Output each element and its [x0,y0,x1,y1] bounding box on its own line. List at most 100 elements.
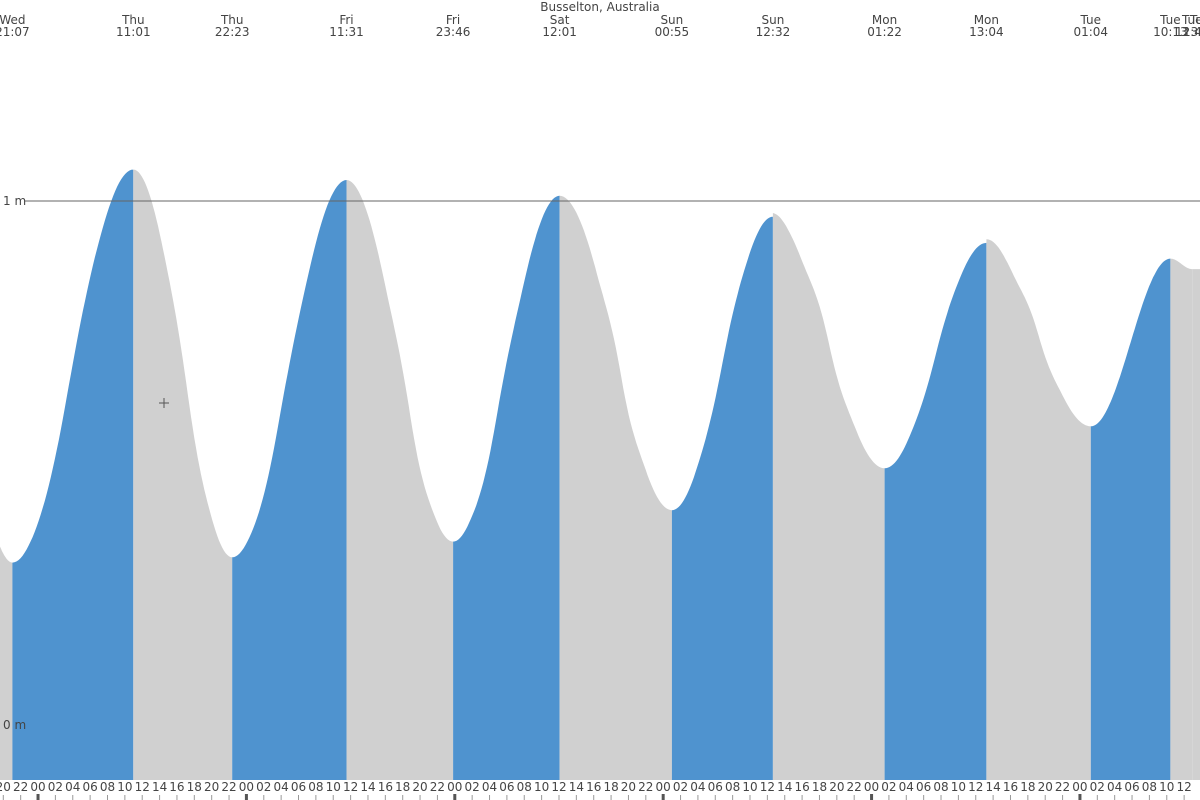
hour-tick-label: 22 [847,780,862,794]
rising-tide-area [453,195,560,781]
extreme-day-label: Thu [121,13,145,27]
midnight-tick [1078,794,1082,800]
hour-tick-label: 22 [1055,780,1070,794]
hour-tick-label: 08 [1142,780,1157,794]
extreme-time-label: 10:13 [1153,25,1188,39]
extreme-time-label: 12:44 [1175,25,1200,39]
rising-tide-area [1090,258,1171,781]
hour-tick-label: 00 [656,780,671,794]
hour-tick-label: 22 [638,780,653,794]
hour-tick-label: 20 [0,780,11,794]
hour-tick-label: 18 [1020,780,1035,794]
hour-tick-label: 18 [187,780,202,794]
hour-tick-label: 22 [221,780,236,794]
hour-tick-label: 10 [117,780,132,794]
hour-tick-label: 06 [916,780,931,794]
hour-tick-label: 08 [933,780,948,794]
hour-tick-label: 20 [412,780,427,794]
rising-tide-area [671,216,773,780]
midnight-tick [661,794,665,800]
y-tick-label: 1 m [3,194,26,208]
extreme-time-label: 12:32 [756,25,791,39]
hour-tick-label: 20 [621,780,636,794]
hour-tick-label: 10 [1159,780,1174,794]
hour-tick-label: 16 [586,780,601,794]
hour-tick-label: 14 [569,780,584,794]
hour-tick-label: 02 [1090,780,1105,794]
hour-tick-label: 08 [308,780,323,794]
hour-tick-label: 02 [465,780,480,794]
hour-tick-label: 10 [742,780,757,794]
hour-tick-label: 02 [48,780,63,794]
hour-tick-label: 18 [395,780,410,794]
chart-title: Busselton, Australia [540,0,660,14]
extreme-day-label: Mon [974,13,999,27]
midnight-tick [870,794,874,800]
hour-tick-label: 10 [326,780,341,794]
extreme-day-label: Fri [446,13,460,27]
hour-tick-label: 06 [1124,780,1139,794]
hour-tick-label: 12 [343,780,358,794]
rising-tide-area [12,169,134,781]
extreme-day-label: Wed [0,13,25,27]
midnight-tick [36,794,40,800]
midnight-tick [453,794,457,800]
hour-tick-label: 00 [447,780,462,794]
hour-tick-label: 12 [135,780,150,794]
y-tick-label: 0 m [3,718,26,732]
falling-tide-area [1192,269,1200,780]
extreme-day-label: Mon [872,13,897,27]
crosshair-cursor [159,398,169,408]
hour-tick-label: 12 [551,780,566,794]
hour-tick-label: 04 [1107,780,1122,794]
rising-tide-area [884,242,987,780]
hour-tick-label: 00 [864,780,879,794]
hour-tick-label: 22 [13,780,28,794]
extreme-day-label: Sun [762,13,785,27]
extreme-day-label: Sat [550,13,570,27]
extreme-time-label: 01:22 [867,25,902,39]
extreme-day-label: Tue [1159,13,1181,27]
hour-tick-label: 10 [534,780,549,794]
hour-tick-label: 00 [239,780,254,794]
extreme-day-label: Thu [220,13,244,27]
extreme-time-label: 01:04 [1073,25,1108,39]
extreme-day-label: Fri [339,13,353,27]
hour-tick-label: 16 [169,780,184,794]
extreme-day-label: Tue [1080,13,1102,27]
hour-tick-label: 14 [152,780,167,794]
falling-tide-area [346,180,454,780]
hour-tick-label: 10 [951,780,966,794]
hour-tick-label: 16 [378,780,393,794]
hour-tick-label: 06 [82,780,97,794]
hour-tick-label: 06 [291,780,306,794]
hour-tick-label: 02 [256,780,271,794]
hour-tick-label: 12 [1176,780,1191,794]
hour-tick-label: 04 [690,780,705,794]
extreme-time-label: 12:01 [542,25,577,39]
midnight-tick [244,794,248,800]
falling-tide-area [0,546,13,780]
extreme-day-label: Tue [1181,13,1200,27]
hour-tick-label: 18 [812,780,827,794]
hour-tick-label: 20 [829,780,844,794]
hour-tick-label: 14 [360,780,375,794]
hour-tick-label: 06 [708,780,723,794]
falling-tide-area [133,169,233,781]
rising-tide-area [232,180,347,780]
extreme-time-label: 13:04 [969,25,1004,39]
hour-tick-label: 12 [760,780,775,794]
extreme-time-label: 21:07 [0,25,30,39]
hour-tick-label: 08 [517,780,532,794]
hour-tick-label: 20 [204,780,219,794]
extreme-day-label: Tue [1189,13,1200,27]
hour-tick-label: 02 [881,780,896,794]
extreme-time-label: 22:23 [215,25,250,39]
hour-tick-label: 14 [985,780,1000,794]
falling-tide-area [559,195,672,781]
hour-tick-label: 20 [1038,780,1053,794]
falling-tide-area [986,239,1091,780]
hour-tick-label: 00 [30,780,45,794]
